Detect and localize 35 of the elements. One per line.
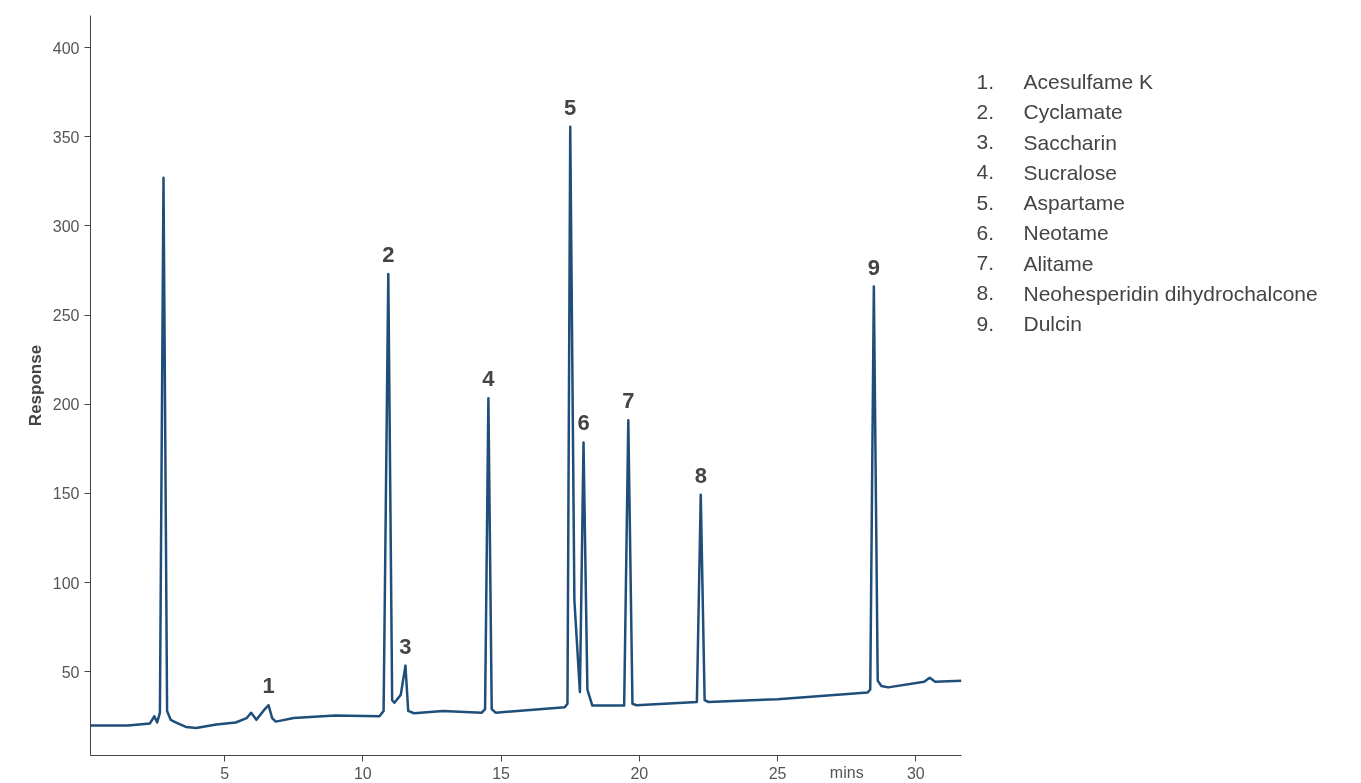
text: 1. Acesulfame K <box>976 69 1154 94</box>
annotation: 7 <box>622 388 635 414</box>
text: 2. Cyclamate <box>976 99 1123 124</box>
y-tick-label: 150 <box>52 485 80 503</box>
y-tick-label: 350 <box>52 128 80 146</box>
annotation: 2 <box>382 242 395 268</box>
y-axis-title: Response <box>25 344 45 427</box>
text: 7. Alitame <box>976 251 1094 275</box>
x-tick-label: 15 <box>492 764 511 782</box>
line-series <box>90 125 962 730</box>
x-tick-label: 5 <box>220 764 230 782</box>
y-tick-label: 50 <box>61 663 80 681</box>
y-tick-label: 200 <box>52 396 80 414</box>
y-tick-label: 400 <box>52 39 80 57</box>
y-tick-label: 250 <box>52 307 80 325</box>
x-tick-label: 20 <box>630 764 649 782</box>
x-tick-label: 10 <box>353 764 372 782</box>
y-tick-label: 100 <box>52 574 80 592</box>
annotation: 5 <box>564 94 577 120</box>
text: 9. Dulcin <box>976 311 1082 336</box>
text: 4. Sucralose <box>976 160 1117 184</box>
x-axis-title: mins <box>829 763 864 781</box>
text: 3. Saccharin <box>976 130 1117 154</box>
annotation: 1 <box>262 673 275 699</box>
text: 6. Neotame <box>976 220 1109 245</box>
annotation: 3 <box>399 633 412 659</box>
x-tick-label: 25 <box>768 764 787 782</box>
text: 8. Neohesperidin dihydrochalcone <box>976 281 1318 305</box>
annotation: 6 <box>577 410 590 436</box>
text: 5. Aspartame <box>976 190 1126 215</box>
annotation: 8 <box>694 462 707 488</box>
x-tick-label: 30 <box>906 764 925 782</box>
annotation: 9 <box>867 254 880 280</box>
y-tick-label: 300 <box>52 217 80 235</box>
annotation: 4 <box>482 366 496 392</box>
